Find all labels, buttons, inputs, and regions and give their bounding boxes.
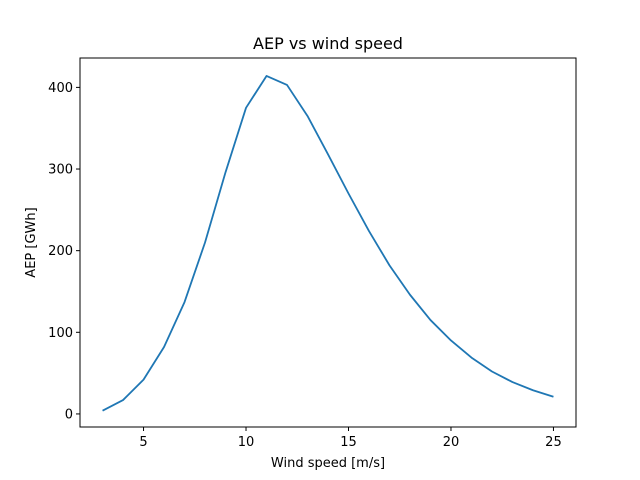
chart-title: AEP vs wind speed — [253, 34, 403, 53]
x-tick-label: 15 — [340, 435, 357, 450]
y-tick-label: 300 — [48, 163, 73, 178]
y-tick-label: 200 — [48, 244, 73, 259]
axis-ticks: 5 10 15 20 25 0 100 200 300 400 — [48, 81, 562, 450]
y-axis-label: AEP [GWh] — [24, 207, 39, 277]
plot-frame — [79, 57, 577, 428]
x-tick-label: 20 — [443, 435, 460, 450]
x-tick-label: 5 — [139, 435, 147, 450]
x-tick-label: 10 — [238, 435, 255, 450]
plot-area — [102, 75, 554, 412]
y-tick-label: 0 — [65, 407, 73, 422]
x-axis-label: Wind speed [m/s] — [271, 456, 385, 471]
y-tick-label: 100 — [48, 326, 73, 341]
y-tick-label: 400 — [48, 81, 73, 96]
x-tick-label: 25 — [545, 435, 562, 450]
